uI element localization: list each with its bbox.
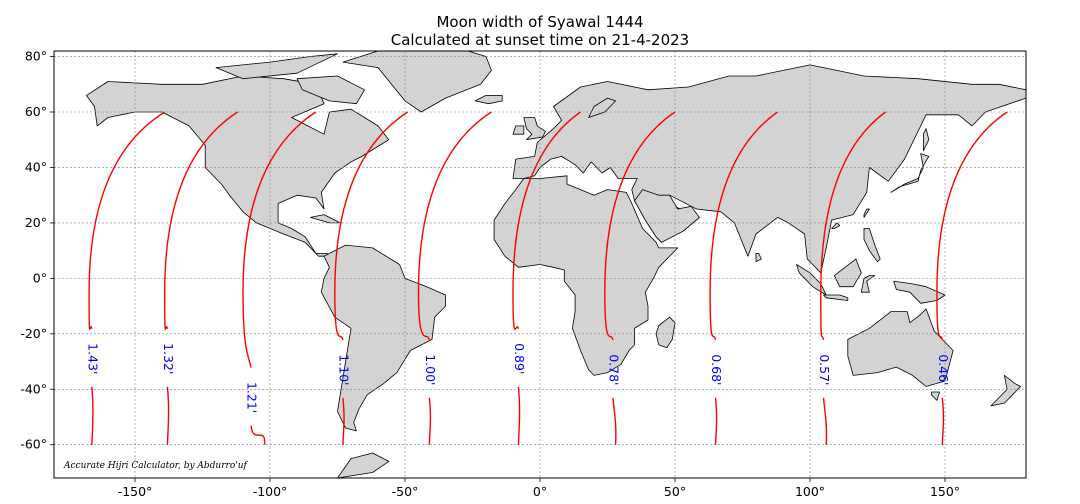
contour-label: 1.21' — [245, 382, 260, 413]
land-eurasia — [512, 64, 1026, 274]
x-tick-label: 150° — [930, 484, 960, 499]
land-baffin-island — [296, 75, 365, 105]
land-madagascar — [655, 316, 676, 349]
contour-line-upper — [709, 111, 779, 341]
land-new-zealand — [990, 374, 1021, 407]
land-layer — [86, 51, 1026, 478]
y-tick-label: 20° — [25, 215, 47, 230]
chart-title: Moon width of Syawal 1444 — [436, 13, 643, 31]
contour-line-upper — [242, 111, 317, 368]
contour-label: 0.68' — [709, 354, 724, 385]
x-tick-label: 50° — [664, 484, 686, 499]
y-tick-label: -40° — [20, 381, 47, 396]
axes: -150° -100° -50° 0° 50° 100° 150° 80° 60° 40° 20° 0… — [20, 49, 960, 499]
contour-line-lower — [342, 397, 345, 445]
contour-line-lower — [250, 425, 266, 445]
x-tick-label: 100° — [795, 484, 825, 499]
gridlines — [54, 51, 1026, 478]
land-south-america — [320, 244, 446, 432]
contour-line-upper — [417, 111, 492, 341]
contour-line-lower — [428, 397, 432, 445]
contour-line-lower — [941, 397, 945, 445]
contour-label: 1.00' — [423, 354, 438, 385]
contour-line-lower — [822, 397, 828, 445]
x-tick-label: -150° — [118, 484, 153, 499]
land-tasmania — [931, 391, 940, 401]
contour-line-upper — [512, 111, 581, 330]
land-sakhalin — [923, 128, 930, 152]
land-antarctica-edge — [337, 452, 390, 478]
land-greenland — [342, 51, 492, 113]
contour-label: 0.46' — [936, 354, 951, 385]
contour-label: 1.43' — [85, 343, 100, 374]
contour-line-lower — [91, 386, 94, 445]
land-ireland — [512, 125, 525, 135]
land-philippines — [863, 228, 881, 263]
contour-line-upper — [936, 111, 1008, 341]
land-iceland — [474, 95, 503, 105]
y-tick-label: -60° — [20, 437, 47, 452]
contour-label: 0.78' — [606, 354, 621, 385]
contour-line-lower — [612, 397, 617, 445]
contour-line-upper — [604, 111, 676, 341]
land-borneo — [833, 258, 862, 288]
land-taiwan — [863, 208, 870, 218]
contour-label: 1.32' — [161, 343, 176, 374]
contour-line-upper — [334, 111, 409, 341]
y-tick-label: 40° — [25, 159, 47, 174]
y-tick-label: -20° — [20, 326, 47, 341]
y-tick-label: 60° — [25, 104, 47, 119]
plot-area: 1.43' 1.32' 1.21' 1.10' 1.00' 0.89' 0.78' 0.68'… — [53, 50, 1027, 479]
contour-label: 0.57' — [817, 354, 832, 385]
x-tick-label: 0° — [533, 484, 547, 499]
x-tick-label: -100° — [253, 484, 288, 499]
chart-subtitle: Calculated at sunset time on 21-4-2023 — [391, 31, 689, 49]
contour-label: 0.89' — [512, 343, 527, 374]
land-great-britain — [523, 117, 546, 141]
contour-line-lower — [714, 397, 718, 445]
land-java — [823, 294, 849, 301]
land-arabia — [634, 189, 700, 243]
y-tick-label: 80° — [25, 49, 47, 64]
contour-line-upper — [163, 111, 238, 330]
land-north-america — [86, 75, 390, 257]
x-tick-label: -50° — [392, 484, 419, 499]
land-arctic-islands — [215, 53, 338, 80]
contour-line-upper — [88, 111, 166, 330]
land-japan — [890, 153, 930, 193]
contour-label: 1.10' — [336, 354, 351, 385]
land-hainan — [831, 222, 841, 229]
land-scandinavia-baltic-gap — [588, 97, 616, 118]
contour-line-lower — [166, 386, 170, 445]
land-sri-lanka — [755, 252, 762, 263]
credit-text: Accurate Hijri Calculator, by Abdurro'uf — [63, 461, 249, 471]
land-africa — [493, 175, 679, 376]
contour-layer: 1.43' 1.32' 1.21' 1.10' 1.00' 0.89' 0.78' 0.68'… — [85, 111, 1008, 445]
land-sulawesi — [860, 275, 876, 293]
contour-line-lower — [517, 386, 521, 445]
y-tick-label: 0° — [33, 270, 47, 285]
contour-line-upper — [820, 111, 887, 341]
land-australia — [847, 308, 954, 387]
